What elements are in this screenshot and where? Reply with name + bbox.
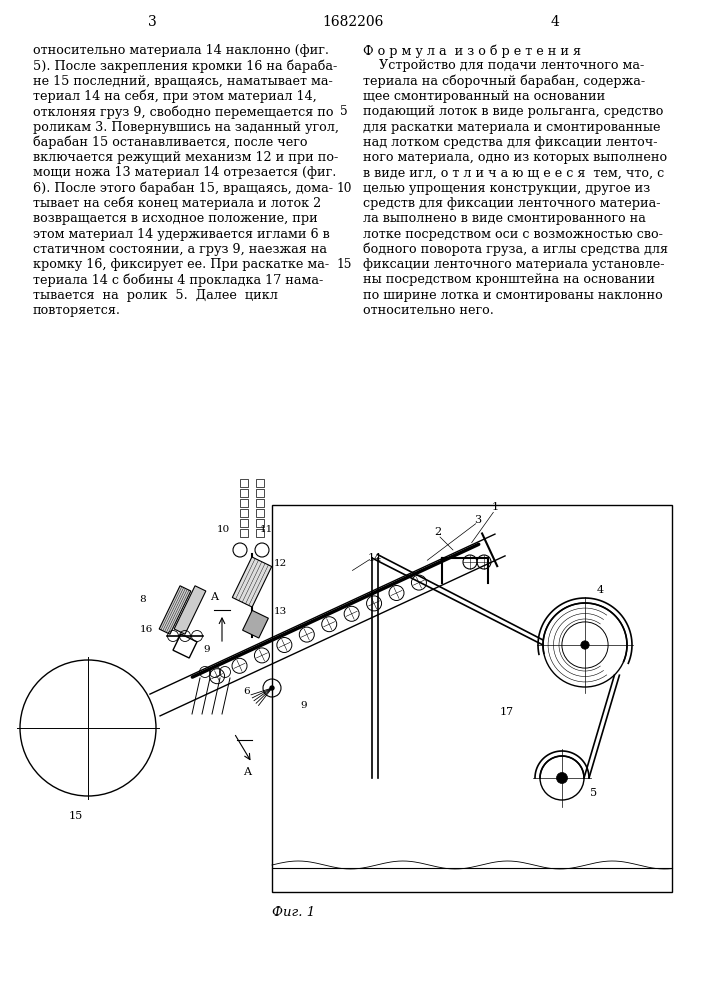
Text: не 15 последний, вращаясь, наматывает ма-: не 15 последний, вращаясь, наматывает ма… xyxy=(33,75,333,88)
Text: 4: 4 xyxy=(551,15,559,29)
Text: статичном состоянии, а груз 9, наезжая на: статичном состоянии, а груз 9, наезжая н… xyxy=(33,243,327,256)
Text: териал 14 на себя, при этом материал 14,: териал 14 на себя, при этом материал 14, xyxy=(33,90,317,103)
Text: A: A xyxy=(243,767,251,777)
Polygon shape xyxy=(233,557,271,607)
Bar xyxy=(240,489,248,497)
Text: 2: 2 xyxy=(434,527,442,537)
Text: по ширине лотка и смонтированы наклонно: по ширине лотка и смонтированы наклонно xyxy=(363,289,662,302)
Text: 3: 3 xyxy=(474,515,481,525)
Bar xyxy=(256,519,264,527)
Bar xyxy=(256,529,264,537)
Polygon shape xyxy=(174,586,206,634)
Text: фиксации ленточного материала установле-: фиксации ленточного материала установле- xyxy=(363,258,664,271)
Text: повторяется.: повторяется. xyxy=(33,304,121,317)
Text: 10: 10 xyxy=(337,182,352,195)
Bar xyxy=(240,499,248,507)
Text: 12: 12 xyxy=(274,560,287,568)
Bar xyxy=(256,479,264,487)
Text: относительно него.: относительно него. xyxy=(363,304,493,317)
Text: Фиг. 1: Фиг. 1 xyxy=(272,906,315,918)
Text: над лотком средства для фиксации ленточ-: над лотком средства для фиксации ленточ- xyxy=(363,136,658,149)
Bar xyxy=(240,529,248,537)
Text: тывает на себя конец материала и лоток 2: тывает на себя конец материала и лоток 2 xyxy=(33,197,321,210)
Text: 17: 17 xyxy=(500,707,514,717)
Text: Устройство для подачи ленточного ма-: Устройство для подачи ленточного ма- xyxy=(363,59,644,72)
Text: 8: 8 xyxy=(140,595,146,604)
Text: 6). После этого барабан 15, вращаясь, дома-: 6). После этого барабан 15, вращаясь, до… xyxy=(33,182,333,195)
Text: ла выполнено в виде смонтированного на: ла выполнено в виде смонтированного на xyxy=(363,212,645,225)
Circle shape xyxy=(269,685,275,691)
Text: этом материал 14 удерживается иглами 6 в: этом материал 14 удерживается иглами 6 в xyxy=(33,228,329,241)
Bar xyxy=(240,519,248,527)
Text: подающий лоток в виде рольганга, средство: подающий лоток в виде рольганга, средств… xyxy=(363,105,663,118)
Text: для раскатки материала и смонтированные: для раскатки материала и смонтированные xyxy=(363,120,660,133)
Text: роликам 3. Повернувшись на заданный угол,: роликам 3. Повернувшись на заданный угол… xyxy=(33,120,339,133)
Text: 5). После закрепления кромки 16 на бараба-: 5). После закрепления кромки 16 на бараб… xyxy=(33,59,337,73)
Text: териала 14 с бобины 4 прокладка 17 нама-: териала 14 с бобины 4 прокладка 17 нама- xyxy=(33,273,323,287)
Text: териала на сборочный барабан, содержа-: териала на сборочный барабан, содержа- xyxy=(363,75,645,88)
Circle shape xyxy=(556,772,568,784)
Text: Ф о р м у л а  и з о б р е т е н и я: Ф о р м у л а и з о б р е т е н и я xyxy=(363,44,580,57)
Text: барабан 15 останавливается, после чего: барабан 15 останавливается, после чего xyxy=(33,136,308,149)
Text: 9: 9 xyxy=(203,646,209,654)
Text: 5: 5 xyxy=(590,788,597,798)
Polygon shape xyxy=(243,610,269,638)
Text: в виде игл, о т л и ч а ю щ е е с я  тем, что, с: в виде игл, о т л и ч а ю щ е е с я тем,… xyxy=(363,166,664,179)
Text: 9: 9 xyxy=(300,702,307,710)
Text: A: A xyxy=(210,592,218,602)
Text: включается режущий механизм 12 и при по-: включается режущий механизм 12 и при по- xyxy=(33,151,338,164)
Text: 6: 6 xyxy=(243,688,250,697)
Text: 14: 14 xyxy=(368,553,382,563)
Text: 5: 5 xyxy=(341,105,348,118)
Text: лотке посредством оси с возможностью сво-: лотке посредством оси с возможностью сво… xyxy=(363,228,662,241)
Text: целью упрощения конструкции, другое из: целью упрощения конструкции, другое из xyxy=(363,182,650,195)
Bar xyxy=(256,489,264,497)
Text: 1: 1 xyxy=(491,502,498,512)
Circle shape xyxy=(580,641,589,649)
Text: 15: 15 xyxy=(69,811,83,821)
Text: относительно материала 14 наклонно (фиг.: относительно материала 14 наклонно (фиг. xyxy=(33,44,329,57)
Text: возвращается в исходное положение, при: возвращается в исходное положение, при xyxy=(33,212,317,225)
Text: отклоняя груз 9, свободно перемещается по: отклоняя груз 9, свободно перемещается п… xyxy=(33,105,334,119)
Polygon shape xyxy=(159,586,191,634)
Bar xyxy=(240,509,248,517)
Bar xyxy=(272,505,672,892)
Text: 3: 3 xyxy=(148,15,156,29)
Text: 11: 11 xyxy=(260,526,273,534)
Text: тывается  на  ролик  5.  Далее  цикл: тывается на ролик 5. Далее цикл xyxy=(33,289,278,302)
Bar xyxy=(240,479,248,487)
Text: 4: 4 xyxy=(597,585,604,595)
Text: щее смонтированный на основании: щее смонтированный на основании xyxy=(363,90,605,103)
Text: 15: 15 xyxy=(337,258,352,271)
Bar xyxy=(256,509,264,517)
Text: мощи ножа 13 материал 14 отрезается (фиг.: мощи ножа 13 материал 14 отрезается (фиг… xyxy=(33,166,337,179)
Text: 16: 16 xyxy=(140,626,153,635)
Text: ны посредством кронштейна на основании: ны посредством кронштейна на основании xyxy=(363,273,655,286)
Text: ного материала, одно из которых выполнено: ного материала, одно из которых выполнен… xyxy=(363,151,667,164)
Bar xyxy=(256,499,264,507)
Text: бодного поворота груза, а иглы средства для: бодного поворота груза, а иглы средства … xyxy=(363,243,667,256)
Text: средств для фиксации ленточного материа-: средств для фиксации ленточного материа- xyxy=(363,197,660,210)
Text: кромку 16, фиксирует ее. При раскатке ма-: кромку 16, фиксирует ее. При раскатке ма… xyxy=(33,258,329,271)
Text: 1682206: 1682206 xyxy=(323,15,384,29)
Text: 13: 13 xyxy=(274,607,287,616)
Text: 10: 10 xyxy=(217,526,230,534)
